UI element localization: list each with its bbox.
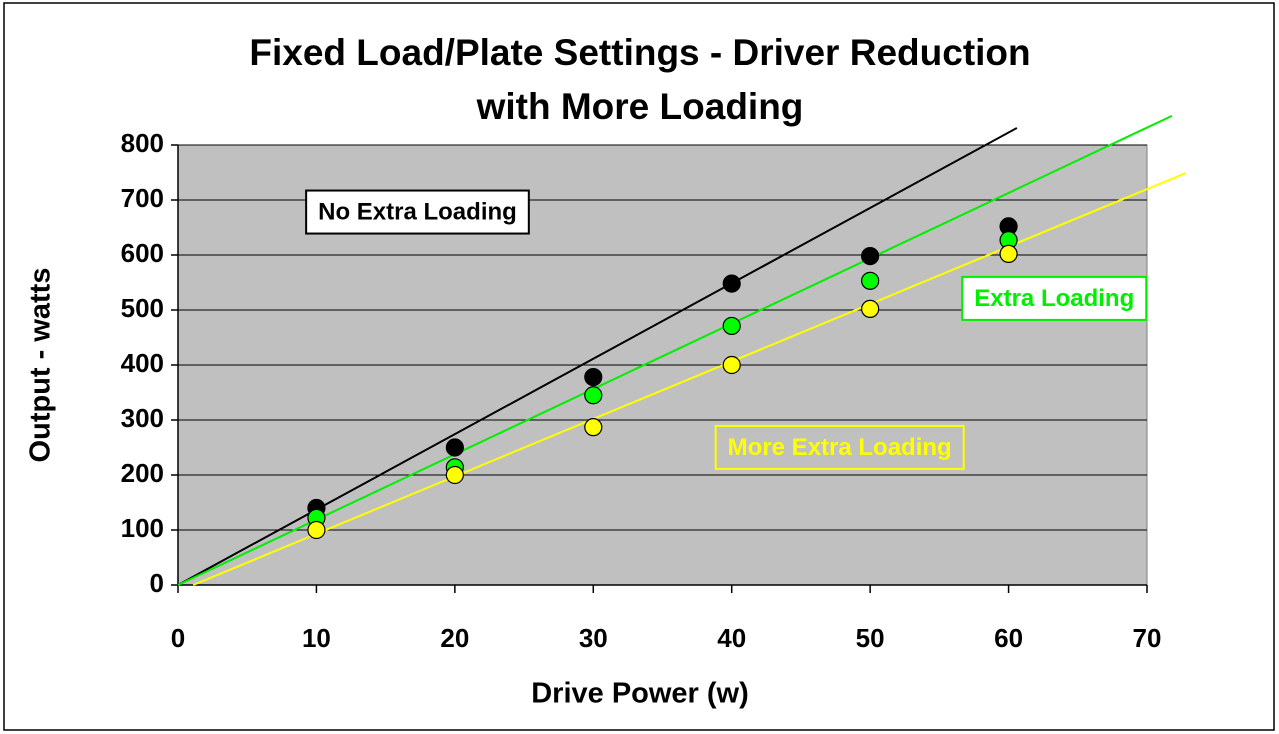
x-tick-label: 50 [856,623,885,653]
y-tick-label: 400 [121,348,164,378]
data-point [861,271,880,290]
annotation: More Extra Loading [728,434,952,461]
annotation-box [305,189,530,235]
data-point [722,316,741,336]
chart-title: Fixed Load/Plate Settings - Driver Reduc… [249,32,1030,73]
y-tick-label: 300 [121,403,164,433]
x-tick-label: 40 [717,623,746,653]
x-tick-label: 70 [1133,623,1162,653]
data-point [584,386,603,405]
chart-title: with More Loading [476,86,804,127]
data-point [307,520,326,540]
y-tick-label: 800 [121,128,164,158]
x-axis-title: Drive Power (w) [531,678,749,710]
annotation-box [961,275,1148,321]
data-point [445,465,464,485]
data-point [861,247,880,266]
data-point [722,274,741,293]
annotation-box [714,424,965,470]
trend-line [192,172,1187,586]
trend-line [177,114,1173,586]
y-tick-label: 700 [121,183,164,213]
annotation: Extra Loading [974,285,1134,312]
data-point [584,418,603,437]
annotation: No Extra Loading [318,199,517,226]
data-point [999,244,1018,263]
data-point [722,355,741,375]
x-tick-label: 10 [302,623,331,653]
y-axis-title: Output - watts [25,268,57,463]
y-tick-label: 500 [121,293,164,323]
data-point [445,438,464,457]
y-tick-label: 200 [121,458,164,488]
y-tick-label: 0 [150,568,164,598]
y-tick-label: 100 [121,513,164,543]
data-point [861,299,880,318]
x-tick-label: 0 [171,623,185,653]
x-tick-label: 60 [994,623,1023,653]
data-point [584,368,603,387]
y-tick-label: 600 [121,238,164,268]
x-tick-label: 20 [440,623,469,653]
x-tick-label: 30 [579,623,608,653]
